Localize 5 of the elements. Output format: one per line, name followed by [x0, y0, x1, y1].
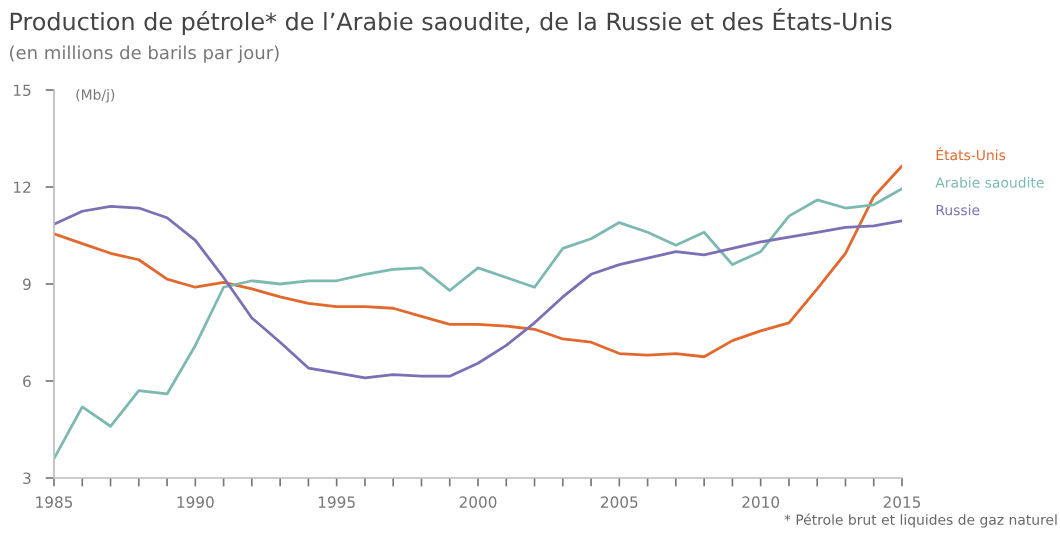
chart-title: Production de pétrole* de l’Arabie saoudite, de la Russie et des États-Unis: [10, 8, 892, 36]
chart-subtitle: (en millions de barils par jour): [10, 45, 279, 63]
line-series: [54, 205, 902, 380]
line-series: [54, 164, 902, 359]
line-series: [54, 187, 902, 460]
